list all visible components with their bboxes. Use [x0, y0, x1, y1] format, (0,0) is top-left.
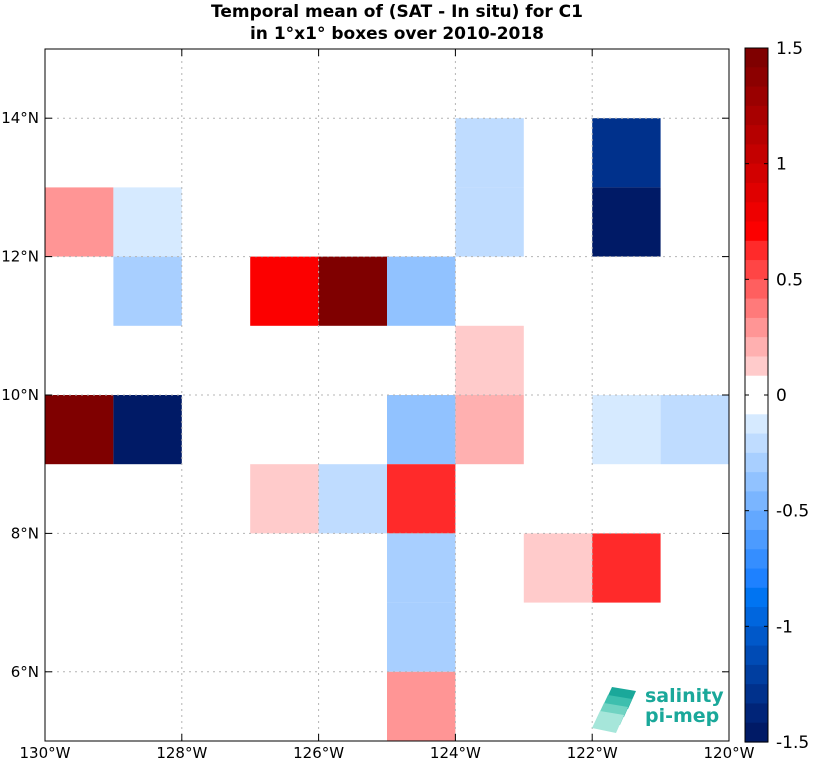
- heatmap-cell-8: [592, 118, 661, 188]
- colorbar-ticks: 1.5 1 0.5 0 -0.5 -1 -1.5: [745, 39, 809, 753]
- colorbar-swatch-31: [745, 645, 768, 666]
- heatmap-cell-19: [387, 464, 456, 534]
- colorbar-swatch-20: [745, 433, 768, 454]
- heatmap-cell-9: [592, 187, 661, 257]
- colorbar-swatch-13: [745, 298, 768, 319]
- heatmap-cell-15: [592, 395, 661, 465]
- colorbar-swatch-14: [745, 317, 768, 338]
- colorbar: [745, 48, 768, 743]
- heatmap-cell-1: [113, 187, 182, 257]
- colorbar-swatch-26: [745, 549, 768, 570]
- y-tick-label-1: 8°N: [11, 524, 39, 542]
- x-tick-label-0: 130°W: [20, 744, 71, 762]
- heatmap-cell-7: [455, 187, 524, 257]
- y-axis: 6°N 8°N 10°N 12°N 14°N: [1, 109, 729, 681]
- colorbar-swatch-34: [745, 703, 768, 724]
- heatmap-cells: [45, 118, 729, 741]
- colorbar-swatch-30: [745, 626, 768, 647]
- heatmap-cell-14: [455, 395, 524, 465]
- heatmap-cell-5: [387, 256, 456, 326]
- colorbar-label-5: -1: [776, 617, 793, 637]
- colorbar-swatch-9: [745, 221, 768, 242]
- colorbar-swatch-3: [745, 105, 768, 126]
- heatmap-cell-11: [45, 395, 114, 465]
- y-tick-label-2: 10°N: [1, 386, 39, 404]
- x-tick-label-2: 126°W: [293, 744, 344, 762]
- x-axis: 130°W 128°W 126°W 124°W 122°W 120°W: [20, 49, 755, 762]
- heatmap-cell-17: [250, 464, 319, 534]
- colorbar-swatch-4: [745, 125, 768, 145]
- colorbar-swatch-6: [745, 163, 768, 184]
- colorbar-swatch-11: [745, 260, 768, 280]
- colorbar-swatch-18: [745, 395, 768, 415]
- colorbar-label-4: -0.5: [776, 502, 809, 522]
- colorbar-swatch-7: [745, 182, 768, 203]
- colorbar-swatch-0: [745, 48, 768, 68]
- colorbar-label-6: -1.5: [776, 733, 809, 753]
- colorbar-swatch-15: [745, 337, 768, 358]
- colorbar-swatch-1: [745, 67, 768, 88]
- x-tick-label-5: 120°W: [704, 744, 755, 762]
- heatmap-cell-23: [523, 533, 593, 603]
- colorbar-swatch-33: [745, 684, 768, 705]
- colorbar-swatch-24: [745, 510, 768, 531]
- chart-title: Temporal mean of (SAT - In situ) for C1: [211, 2, 583, 22]
- x-tick-label-4: 122°W: [567, 744, 618, 762]
- colorbar-label-1: 1: [776, 155, 787, 175]
- y-tick-label-4: 14°N: [1, 109, 39, 127]
- colorbar-label-3: 0: [776, 386, 787, 406]
- colorbar-swatch-17: [745, 375, 768, 396]
- x-tick-label-3: 124°W: [430, 744, 481, 762]
- colorbar-swatch-29: [745, 607, 768, 627]
- heatmap-cell-2: [113, 256, 182, 326]
- colorbar-swatch-16: [745, 356, 768, 377]
- colorbar-swatch-19: [745, 414, 768, 435]
- colorbar-swatch-28: [745, 587, 768, 608]
- heatmap-cell-18: [318, 464, 387, 534]
- heatmap-cell-20: [387, 533, 456, 603]
- colorbar-label-0: 1.5: [776, 39, 803, 59]
- heatmap-cell-16: [660, 395, 729, 465]
- colorbar-swatch-27: [745, 568, 768, 589]
- colorbar-swatch-22: [745, 472, 768, 492]
- colorbar-swatch-32: [745, 664, 768, 685]
- colorbar-swatch-2: [745, 86, 768, 107]
- colorbar-swatch-8: [745, 202, 768, 223]
- wave-layers-icon: [592, 687, 636, 733]
- colorbar-swatch-25: [745, 529, 768, 550]
- colorbar-swatch-35: [745, 722, 768, 743]
- colorbar-swatch-5: [745, 144, 768, 165]
- chart-subtitle: in 1°x1° boxes over 2010-2018: [250, 24, 544, 44]
- heatmap-cell-24: [592, 533, 661, 603]
- logo-line2: pi-mep: [645, 705, 719, 727]
- heatmap-cell-0: [45, 187, 114, 257]
- grid-lines: [45, 49, 729, 741]
- heatmap-cell-10: [455, 325, 524, 395]
- heatmap-cell-13: [387, 395, 456, 465]
- heatmap-cell-22: [387, 671, 456, 741]
- heatmap-cell-21: [387, 602, 456, 672]
- y-tick-label-0: 6°N: [11, 663, 39, 681]
- logo-line1: salinity: [645, 685, 724, 707]
- heatmap-cell-6: [455, 118, 524, 188]
- colorbar-label-2: 0.5: [776, 270, 803, 290]
- colorbar-swatch-10: [745, 240, 768, 261]
- heatmap-cell-4: [318, 256, 387, 326]
- x-tick-label-1: 128°W: [156, 744, 207, 762]
- heatmap-cell-3: [250, 256, 319, 326]
- heatmap-cell-12: [113, 395, 182, 465]
- colorbar-swatch-21: [745, 452, 768, 473]
- colorbar-swatch-12: [745, 279, 768, 300]
- colorbar-swatch-23: [745, 491, 768, 512]
- y-tick-label-3: 12°N: [1, 248, 39, 266]
- salinity-logo: salinity pi-mep: [592, 685, 724, 733]
